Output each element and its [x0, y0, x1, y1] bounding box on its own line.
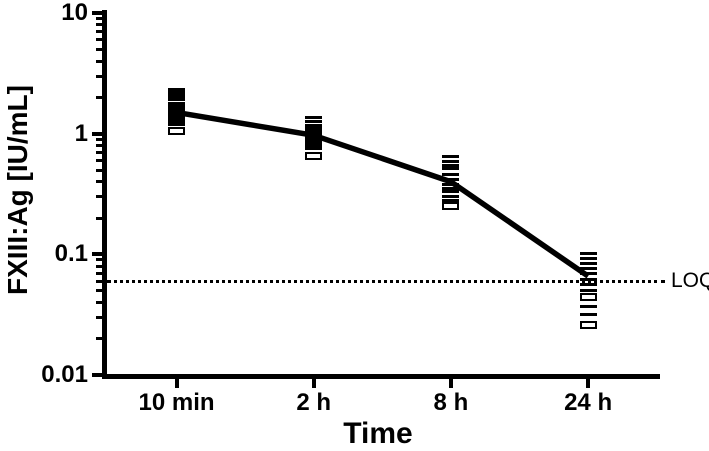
loq-dotted-line — [107, 279, 665, 283]
y-minor-tick — [96, 59, 104, 63]
y-major-tick — [92, 373, 104, 378]
y-minor-tick — [96, 279, 104, 283]
y-minor-tick — [96, 315, 104, 319]
y-minor-tick — [96, 143, 104, 147]
y-minor-tick — [96, 95, 104, 99]
y-minor-tick — [96, 150, 104, 154]
loq-annotation-label: LOQ — [671, 269, 709, 293]
y-minor-tick — [96, 258, 104, 262]
y-minor-tick — [96, 30, 104, 34]
y-minor-tick — [96, 23, 104, 27]
data-point-dash-marker — [442, 159, 460, 163]
data-point-dash-marker — [168, 104, 185, 108]
data-point-dash-marker — [305, 115, 323, 119]
data-point-dash-marker — [579, 289, 597, 293]
data-point-dash-marker — [168, 93, 185, 97]
y-minor-tick — [96, 216, 104, 220]
data-point-dash-marker — [579, 272, 597, 276]
x-tick-label: 8 h — [433, 389, 469, 416]
y-minor-tick — [96, 168, 104, 172]
x-tick-label: 2 h — [296, 389, 332, 416]
data-point-open-marker — [579, 320, 597, 329]
data-point-dash-marker — [579, 262, 597, 265]
data-point-dash-marker — [442, 195, 460, 199]
y-minor-tick — [96, 38, 104, 42]
y-tick-label: 1 — [74, 119, 88, 147]
data-point-open-marker — [579, 293, 597, 302]
data-point-dash-marker — [168, 123, 185, 127]
y-minor-tick — [96, 337, 104, 341]
x-axis-title: Time — [343, 417, 413, 450]
y-minor-tick — [96, 158, 104, 162]
data-point-dash-marker — [442, 177, 460, 181]
data-point-dash-marker — [168, 98, 185, 101]
y-axis-line — [102, 10, 107, 379]
y-minor-tick — [96, 137, 104, 141]
x-tick-label: 10 min — [138, 389, 215, 416]
data-point-dash-marker — [442, 190, 460, 194]
y-minor-tick — [96, 74, 104, 78]
data-point-dash-marker — [442, 182, 460, 186]
y-minor-tick — [96, 289, 104, 293]
x-tick — [311, 378, 316, 388]
y-minor-tick — [96, 264, 104, 268]
data-point-dash-marker — [579, 277, 597, 281]
data-point-dash-marker — [579, 256, 597, 260]
y-major-tick — [92, 131, 104, 136]
y-major-tick — [92, 11, 104, 16]
data-point-open-marker — [442, 202, 460, 211]
data-point-dash-marker — [579, 267, 597, 271]
data-point-dash-marker — [442, 163, 460, 167]
data-point-dash-marker — [168, 95, 185, 99]
data-point-dash-marker — [442, 154, 460, 158]
data-point-dash-marker — [579, 283, 597, 287]
data-point-dash-marker — [168, 90, 185, 94]
y-tick-label: 0.01 — [41, 361, 88, 389]
y-major-tick — [92, 252, 104, 257]
x-tick — [586, 378, 591, 388]
data-point-dash-marker — [168, 106, 185, 110]
y-minor-tick — [96, 271, 104, 275]
x-tick-label: 24 h — [564, 389, 613, 416]
data-point-open-marker — [168, 126, 185, 135]
data-point-open-marker — [305, 152, 323, 161]
data-point-dash-marker — [442, 172, 460, 176]
data-point-dash-marker — [305, 119, 323, 123]
y-tick-label: 0.1 — [54, 240, 88, 268]
data-point-dash-marker — [579, 252, 597, 256]
x-tick — [448, 378, 453, 388]
data-point-dash-marker — [579, 312, 597, 316]
y-tick-label: 10 — [61, 0, 88, 27]
data-point-dash-marker — [168, 101, 185, 105]
x-tick — [174, 378, 179, 388]
y-minor-tick — [96, 17, 104, 21]
y-minor-tick — [96, 300, 104, 304]
y-minor-tick — [96, 180, 104, 184]
y-minor-tick — [96, 195, 104, 199]
y-minor-tick — [96, 47, 104, 51]
data-point-dash-marker — [442, 167, 460, 171]
x-axis-line — [102, 373, 660, 379]
data-point-dash-marker — [305, 146, 323, 150]
data-point-dash-marker — [579, 304, 597, 308]
data-point-dash-marker — [168, 88, 185, 92]
